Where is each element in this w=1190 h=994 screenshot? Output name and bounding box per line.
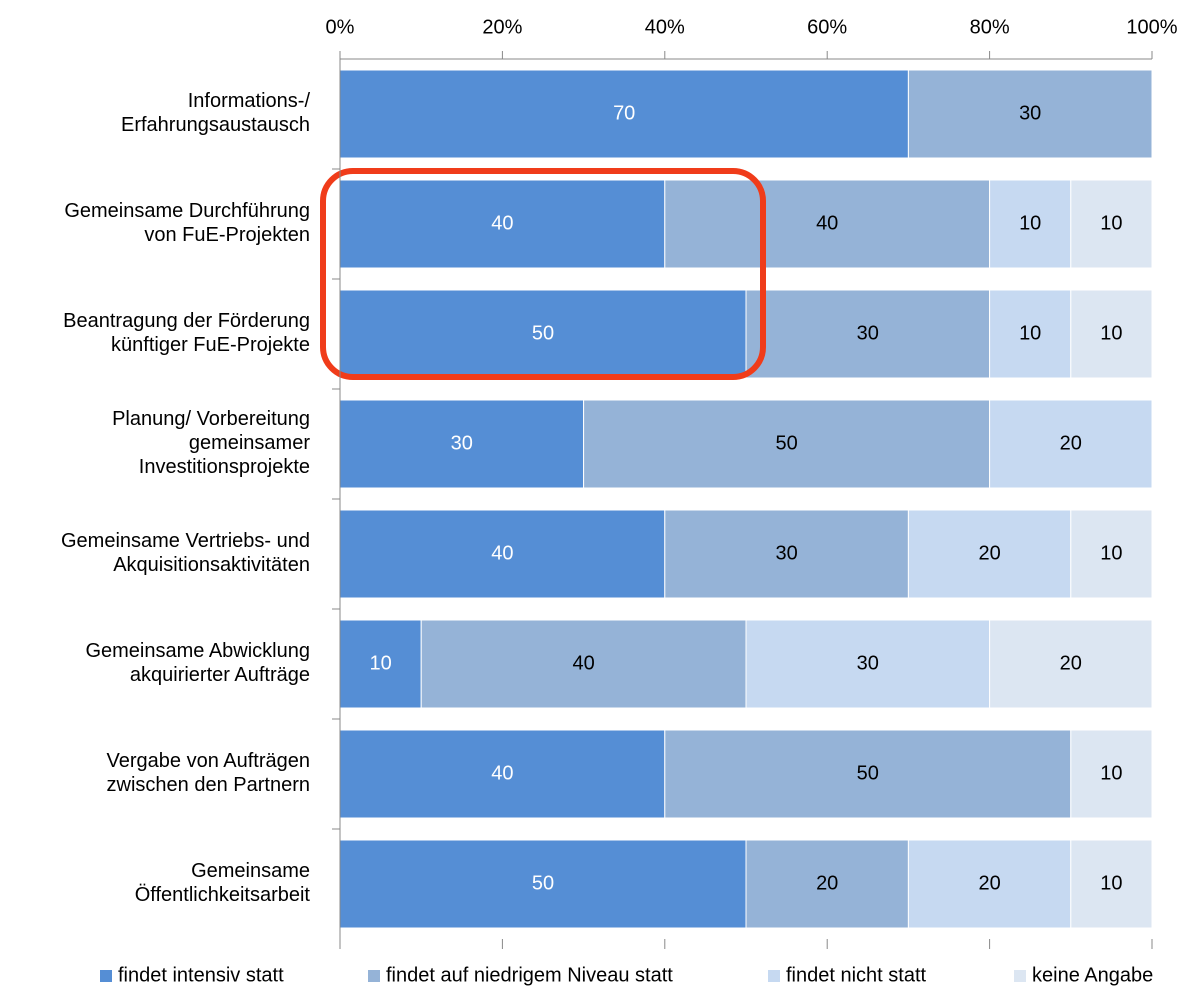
y-tick-label: Gemeinsame Durchführung von FuE-Projekten [64, 200, 310, 246]
data-label: 30 [451, 432, 473, 454]
data-label: 20 [1060, 652, 1082, 674]
bar-segment [339, 839, 747, 929]
data-label: 30 [775, 542, 797, 564]
y-tick-label: Planung/ Vorbereitung gemeinsamer Investit… [112, 408, 310, 478]
data-label: 40 [816, 212, 838, 234]
bar-segment [745, 289, 991, 379]
bar-segment [1070, 509, 1153, 599]
data-label: 40 [491, 212, 513, 234]
bar-segment [989, 179, 1072, 269]
bar-segment [339, 69, 909, 159]
data-label: 10 [1100, 762, 1122, 784]
data-label: 10 [1100, 322, 1122, 344]
bar-segment [339, 729, 666, 819]
bar-segment [989, 619, 1153, 709]
data-label: 30 [857, 322, 879, 344]
data-label: 10 [1100, 542, 1122, 564]
legend-label: keine Angabe [1032, 964, 1153, 986]
bar-segment [339, 179, 666, 269]
y-tick-label: Gemeinsame Vertriebs- und Akquisitionsakt… [61, 530, 310, 576]
data-label: 10 [1019, 322, 1041, 344]
bar-segment [339, 289, 747, 379]
bar-segment [989, 399, 1153, 489]
data-label: 20 [1060, 432, 1082, 454]
bar-segment [1070, 839, 1153, 929]
y-tick-label: Vergabe von Aufträgen zwischen den Partne… [107, 750, 311, 796]
data-label: 30 [1019, 102, 1041, 124]
data-label: 20 [816, 872, 838, 894]
data-label: 20 [978, 542, 1000, 564]
y-tick-label: Gemeinsame Öffentlichkeitsarbeit [135, 860, 311, 906]
data-label: 50 [532, 322, 554, 344]
legend-swatch [100, 970, 112, 982]
legend-swatch [1014, 970, 1026, 982]
data-label: 70 [613, 102, 635, 124]
bar-segment [583, 399, 991, 489]
x-tick-label: 20% [482, 16, 522, 38]
bar-segment [1070, 729, 1153, 819]
y-tick-label: Gemeinsame Abwicklung akquirierter Aufträ… [85, 640, 310, 686]
data-label: 40 [572, 652, 594, 674]
bar-segment [907, 69, 1153, 159]
bar-segment [907, 839, 1072, 929]
x-tick-label: 40% [645, 16, 685, 38]
x-tick-label: 80% [970, 16, 1010, 38]
data-label: 50 [775, 432, 797, 454]
data-label: 50 [857, 762, 879, 784]
data-label: 10 [369, 652, 391, 674]
legend-label: findet intensiv statt [118, 964, 284, 986]
data-label: 10 [1100, 212, 1122, 234]
legend-swatch [368, 970, 380, 982]
bar-segment [989, 289, 1072, 379]
bar-segment [664, 179, 991, 269]
data-label: 40 [491, 542, 513, 564]
data-label: 40 [491, 762, 513, 784]
y-tick-label: Beantragung der Förderung künftiger FuE-P… [63, 310, 310, 356]
data-label: 20 [978, 872, 1000, 894]
x-tick-label: 100% [1126, 16, 1177, 38]
data-label: 10 [1019, 212, 1041, 234]
legend-swatch [768, 970, 780, 982]
data-label: 10 [1100, 872, 1122, 894]
bar-segment [1070, 289, 1153, 379]
bar-segment [339, 509, 666, 599]
bar-segment [664, 509, 909, 599]
bar-segment [420, 619, 747, 709]
data-label: 50 [532, 872, 554, 894]
bar-segment [745, 619, 991, 709]
x-tick-label: 60% [807, 16, 847, 38]
bar-segment [907, 509, 1072, 599]
legend-label: findet auf niedrigem Niveau statt [386, 964, 673, 986]
bar-segment [664, 729, 1072, 819]
y-tick-label: Informations-/Erfahrungsaustausch [121, 90, 310, 136]
legend-label: findet nicht statt [786, 964, 927, 986]
highlight-box [320, 168, 766, 380]
x-tick-label: 0% [326, 16, 355, 38]
bar-segment [1070, 179, 1153, 269]
data-label: 30 [857, 652, 879, 674]
